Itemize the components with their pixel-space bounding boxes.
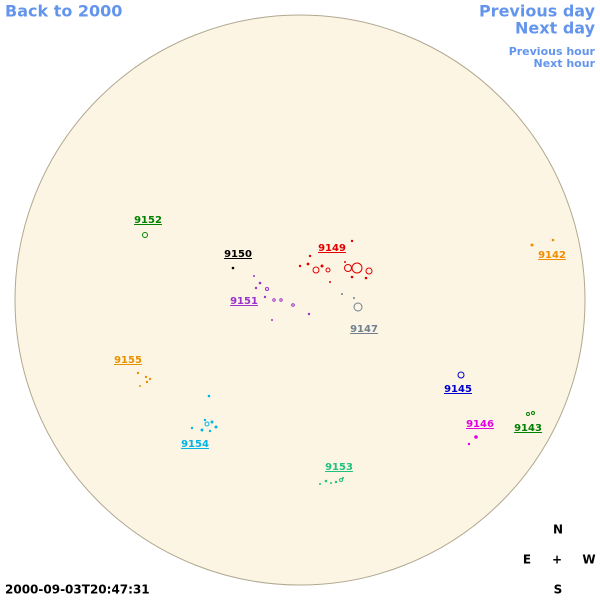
sunspot-group: 9146: [466, 419, 494, 446]
sunspot-group: 9145: [444, 371, 472, 395]
sunspot: [291, 303, 295, 307]
sunspot: [142, 232, 148, 238]
region-label: 9143: [514, 423, 542, 434]
sunspot-group: 9149: [298, 239, 373, 283]
sunspot: [144, 375, 148, 379]
region-label: 9154: [181, 439, 209, 450]
sunspot: [365, 267, 373, 275]
solar-disk: [14, 14, 586, 586]
region-label: 9142: [538, 250, 566, 261]
sunspot: [145, 380, 149, 384]
sunspot: [263, 295, 267, 299]
sunspot: [341, 293, 343, 295]
region-label: 9147: [350, 324, 378, 335]
sunspot: [254, 286, 258, 290]
sunspot: [350, 275, 354, 279]
sunspot: [265, 287, 269, 291]
sunspot: [271, 319, 273, 321]
sunspot: [307, 312, 311, 316]
sunspot-group: 9153: [319, 462, 353, 485]
compass-center: +: [552, 553, 562, 567]
region-label: 9150: [224, 249, 252, 260]
sunspot: [231, 266, 235, 270]
timestamp: 2000-09-03T20:47:31: [5, 583, 150, 597]
region-label: 9151: [230, 296, 258, 307]
sunspot-group: 9154: [181, 394, 218, 450]
sunspot-group: 9151: [230, 275, 311, 321]
region-label: 9155: [114, 355, 142, 366]
sunspot: [324, 479, 328, 483]
sunspot: [329, 281, 331, 283]
sunspot: [210, 420, 214, 424]
sunspot-group: 9143: [514, 411, 542, 434]
sunspot: [353, 297, 355, 299]
sunspot: [136, 371, 140, 375]
sunspot: [207, 394, 211, 398]
sunspot: [353, 302, 363, 312]
sunspot: [531, 411, 535, 415]
sunspot-group: 9150: [224, 249, 252, 270]
sunspot: [334, 480, 338, 484]
sunspot: [308, 254, 312, 258]
sunspot: [330, 482, 332, 484]
sunspot: [364, 276, 368, 280]
back-link[interactable]: Back to 2000: [5, 2, 122, 21]
region-label: 9149: [318, 243, 346, 254]
sunspot: [325, 267, 331, 273]
region-label: 9152: [134, 215, 162, 226]
sunspot: [253, 275, 255, 277]
sunspot: [312, 266, 320, 274]
compass-west: W: [582, 553, 595, 567]
next-day-link[interactable]: Next day: [515, 19, 596, 38]
sunspot: [467, 442, 471, 446]
sunspot: [306, 262, 310, 266]
sunspot: [200, 428, 204, 432]
sunspot: [298, 264, 302, 268]
regions: 9152 9150 9149 9151 9147 9142 9155 9145 9154 9146…: [114, 215, 566, 485]
sunspot: [457, 371, 465, 379]
sunspot: [258, 281, 262, 285]
sunspot-group: 9142: [530, 238, 566, 261]
sunspot: [148, 377, 152, 381]
compass-north: N: [553, 523, 563, 537]
sunspot: [350, 239, 354, 243]
sunspot: [351, 262, 363, 274]
sunspot: [208, 429, 212, 433]
sunspot: [526, 412, 530, 416]
sunspot: [204, 421, 210, 427]
previous-hour-link[interactable]: Previous hour: [509, 45, 596, 58]
sunspot-group: 9152: [134, 215, 162, 238]
previous-day-link[interactable]: Previous day: [479, 2, 596, 21]
sunspot: [344, 261, 346, 263]
sunspot: [339, 478, 343, 482]
compass-south: S: [554, 583, 563, 597]
sunspot: [190, 426, 194, 430]
region-label: 9145: [444, 384, 472, 395]
sunspot: [551, 238, 555, 242]
sunspot: [139, 385, 141, 387]
sunspot: [272, 298, 276, 302]
sunspot: [214, 425, 218, 429]
next-hour-link[interactable]: Next hour: [534, 57, 596, 70]
sunspot: [342, 477, 344, 479]
sunspot: [320, 264, 324, 268]
sunspot: [279, 298, 283, 302]
compass-east: E: [523, 553, 531, 567]
region-label: 9146: [466, 419, 494, 430]
region-label: 9153: [325, 462, 353, 473]
sunspot-group: 9147: [341, 293, 378, 335]
sunspot: [319, 483, 321, 485]
sunspot-group: 9155: [114, 355, 152, 387]
sunspot: [530, 243, 534, 247]
sunspot: [474, 435, 478, 439]
sunspot: [203, 418, 207, 422]
